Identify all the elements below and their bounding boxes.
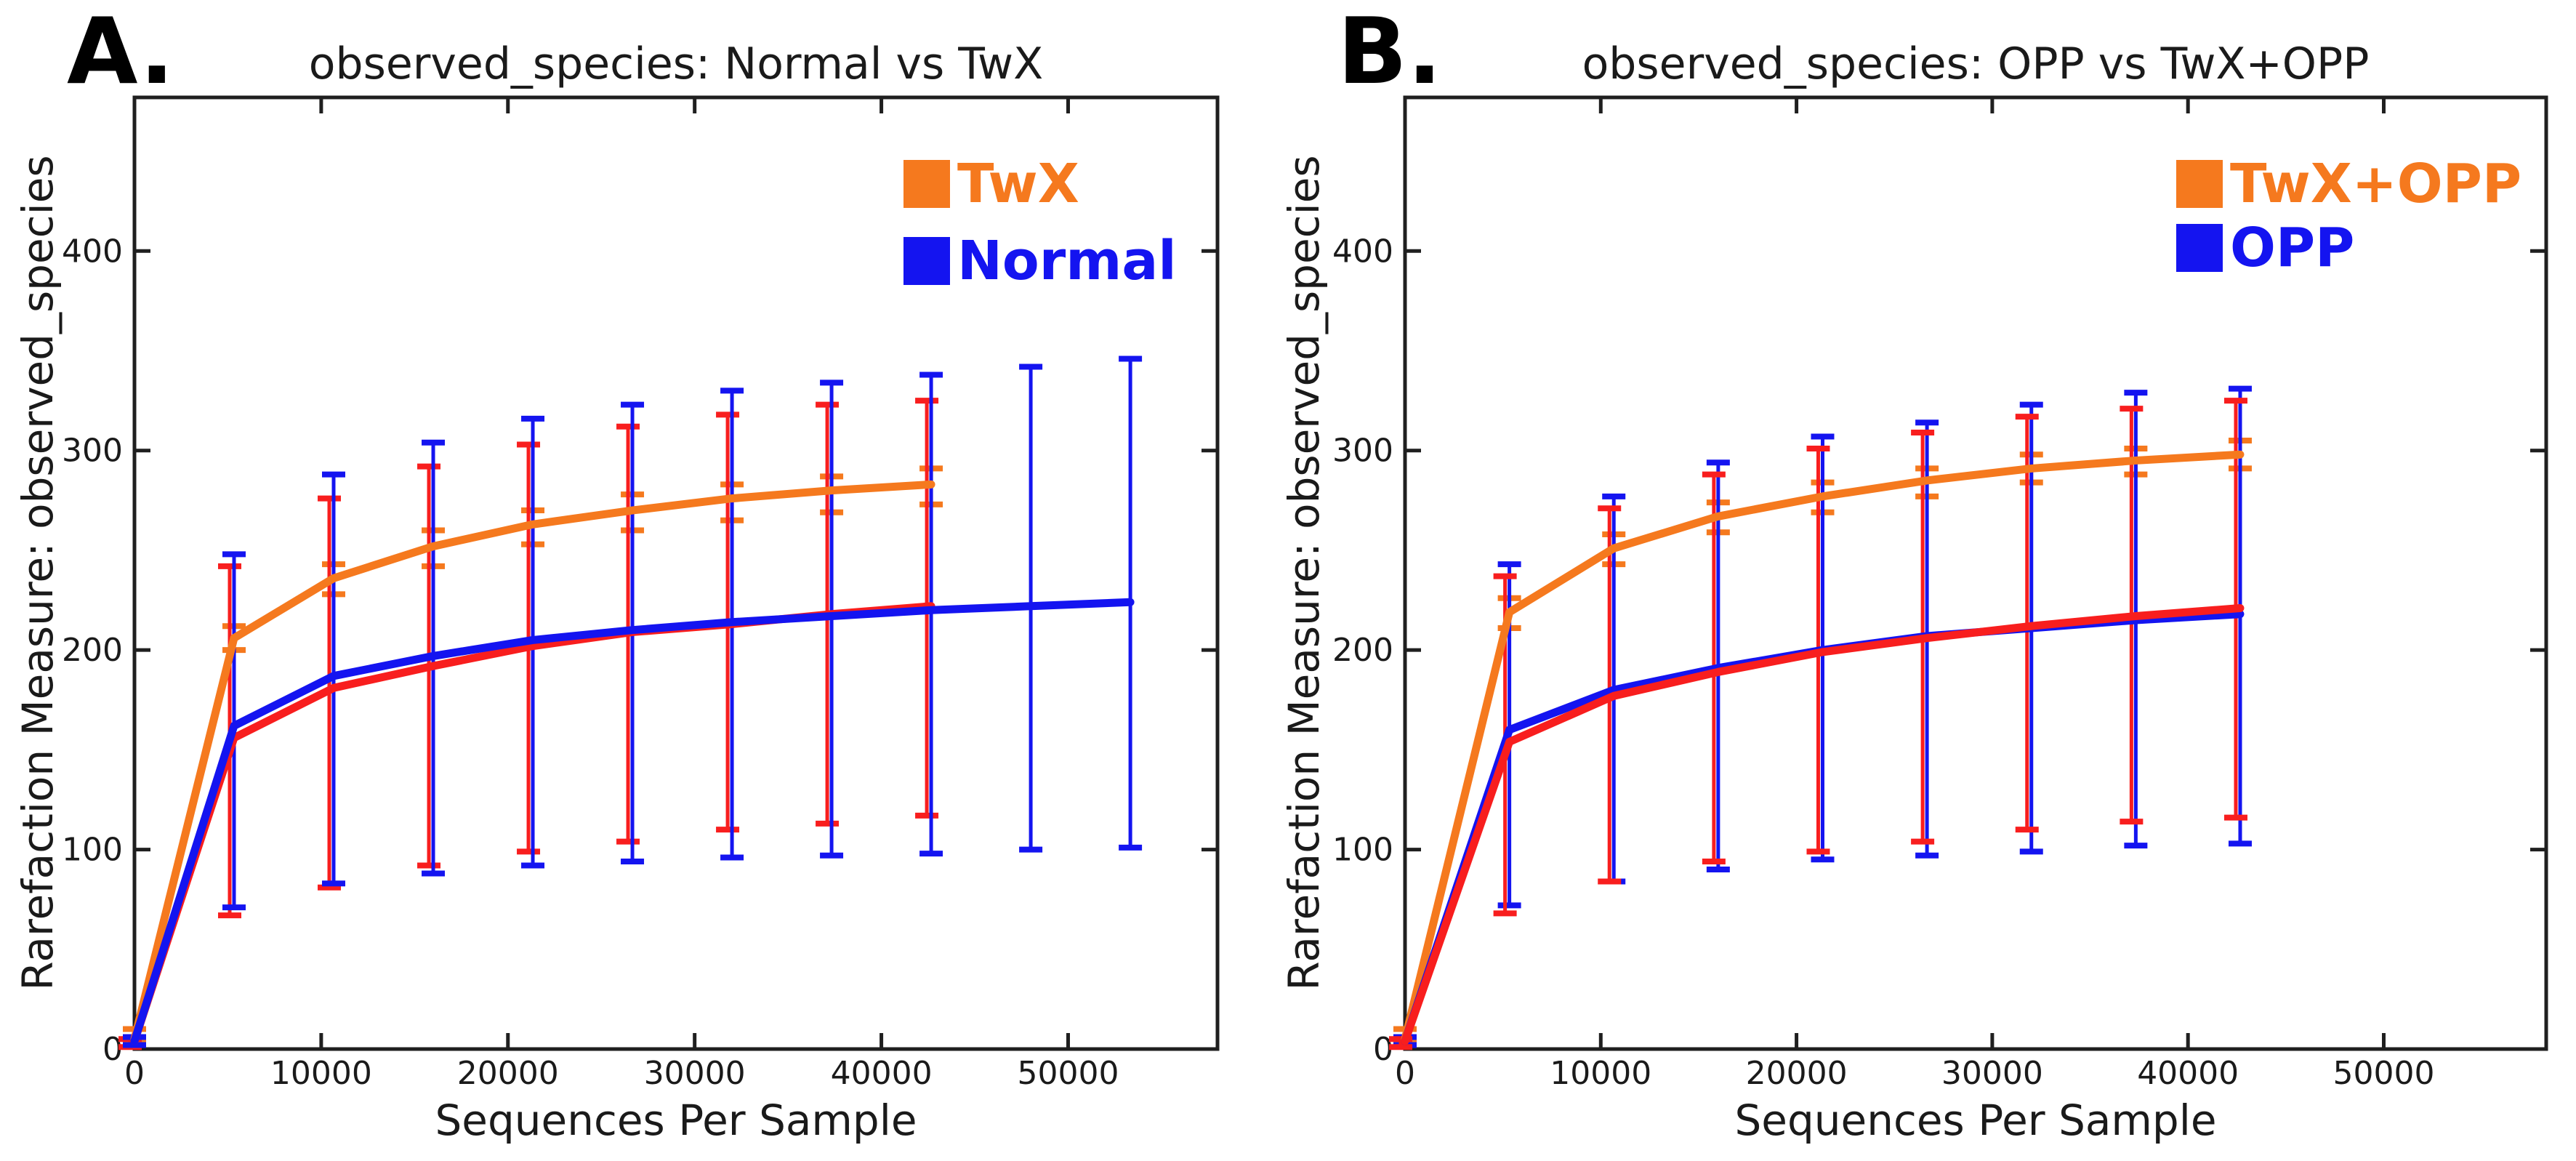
y-tick-label: 400 <box>1332 233 1393 270</box>
series-line-Normal <box>130 598 1135 1045</box>
opp-legend-label: OPP <box>2230 217 2355 279</box>
error-bars-OPP <box>1393 385 2252 1048</box>
plot-border <box>1403 95 2548 1051</box>
series-line-TwX <box>130 480 935 1043</box>
y-tick-label: 100 <box>1332 832 1393 869</box>
y-tick-label: 200 <box>62 632 123 669</box>
x-tick-label: 20000 <box>457 1055 559 1092</box>
panel-b-y-axis-label: Rarefaction Measure: observed_species <box>1279 155 1329 991</box>
normal-legend-swatch <box>903 237 950 285</box>
panel-b-legend: TwX+OPP OPP <box>2176 157 2521 275</box>
panel-b-x-axis-label: Sequences Per Sample <box>1734 1096 2217 1145</box>
opp-legend-swatch <box>2176 224 2223 272</box>
panel-b-letter: B. <box>1337 0 1442 105</box>
panel-a-x-axis-label: Sequences Per Sample <box>435 1096 917 1145</box>
normal-legend-label: Normal <box>957 230 1177 292</box>
twx-opp-legend-swatch <box>2176 160 2223 208</box>
panel-a-y-axis-label: Rarefaction Measure: observed_species <box>13 155 63 991</box>
panel-a-title: observed_species: Normal vs TwX <box>308 39 1044 89</box>
twx-legend-swatch <box>903 160 950 208</box>
legend-item-twx: TwX <box>903 157 1177 211</box>
x-tick-label: 50000 <box>2333 1055 2434 1092</box>
y-tick-label: 400 <box>62 233 123 270</box>
twx-opp-legend-label: TwX+OPP <box>2230 153 2522 215</box>
legend-item-normal: Normal <box>903 234 1177 288</box>
x-tick-label: 20000 <box>1746 1055 1848 1092</box>
x-tick-label: 0 <box>1395 1055 1415 1092</box>
y-tick-label: 300 <box>1332 433 1393 470</box>
y-tick-label: 200 <box>1332 632 1393 669</box>
x-tick-label: 30000 <box>1941 1055 2043 1092</box>
plot-border <box>132 95 1220 1051</box>
legend-item-twx-opp: TwX+OPP <box>2176 157 2521 211</box>
x-tick-label: 0 <box>124 1055 145 1092</box>
y-tick-label: 100 <box>62 832 123 869</box>
series-line-unlabeled_red <box>1401 604 2245 1045</box>
x-tick-label: 10000 <box>1550 1055 1651 1092</box>
x-tick-label: 40000 <box>831 1055 933 1092</box>
x-tick-label: 30000 <box>644 1055 746 1092</box>
series-line-TwX+OPP <box>1401 450 2245 1043</box>
panel-a-letter: A. <box>67 0 174 105</box>
legend-item-opp: OPP <box>2176 221 2521 275</box>
x-tick-label: 10000 <box>270 1055 372 1092</box>
y-tick-label: 300 <box>62 433 123 470</box>
x-tick-label: 50000 <box>1017 1055 1119 1092</box>
x-tick-label: 40000 <box>2137 1055 2239 1092</box>
panel-a-legend: TwX Normal <box>903 157 1177 288</box>
twx-legend-label: TwX <box>957 153 1079 215</box>
panel-b-title: observed_species: OPP vs TwX+OPP <box>1582 39 2370 89</box>
